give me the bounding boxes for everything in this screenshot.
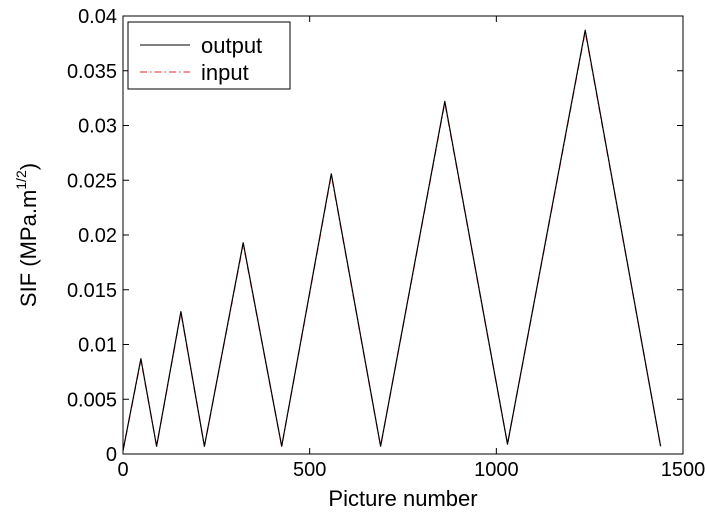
legend: output input [127,21,291,90]
y-axis-title-main: SIF (MPa.m [16,190,41,307]
y-tick-label: 0.015 [67,280,117,302]
series-line-output [122,29,662,451]
y-tick-label: 0.04 [78,6,117,28]
x-tick-label: 500 [293,459,326,481]
legend-label-input: input [201,60,249,85]
x-tick-label: 1000 [474,459,519,481]
y-tick-label: 0.025 [67,170,117,192]
y-tick-label: 0.005 [67,389,117,411]
ticks-layer: 0 500 1000 1500 0 0.005 0.01 0.015 0.02 0.025 0.03… [67,6,705,481]
y-tick-label: 0 [106,444,117,466]
y-tick-label: 0.03 [78,116,117,138]
y-axis-title-close: ) [16,163,41,170]
y-axis-title-sup: 1/2 [13,170,29,190]
series-layer [122,29,662,451]
legend-box [127,21,291,90]
x-axis-title: Picture number [328,486,477,511]
y-axis-title: SIF (MPa.m1/2) [13,163,41,307]
legend-label-output: output [201,33,262,58]
y-tick-label: 0.01 [78,335,117,357]
y-tick-label: 0.02 [78,225,117,247]
x-tick-label: 0 [117,459,128,481]
y-tick-label: 0.035 [67,61,117,83]
x-tick-label: 1500 [661,459,706,481]
